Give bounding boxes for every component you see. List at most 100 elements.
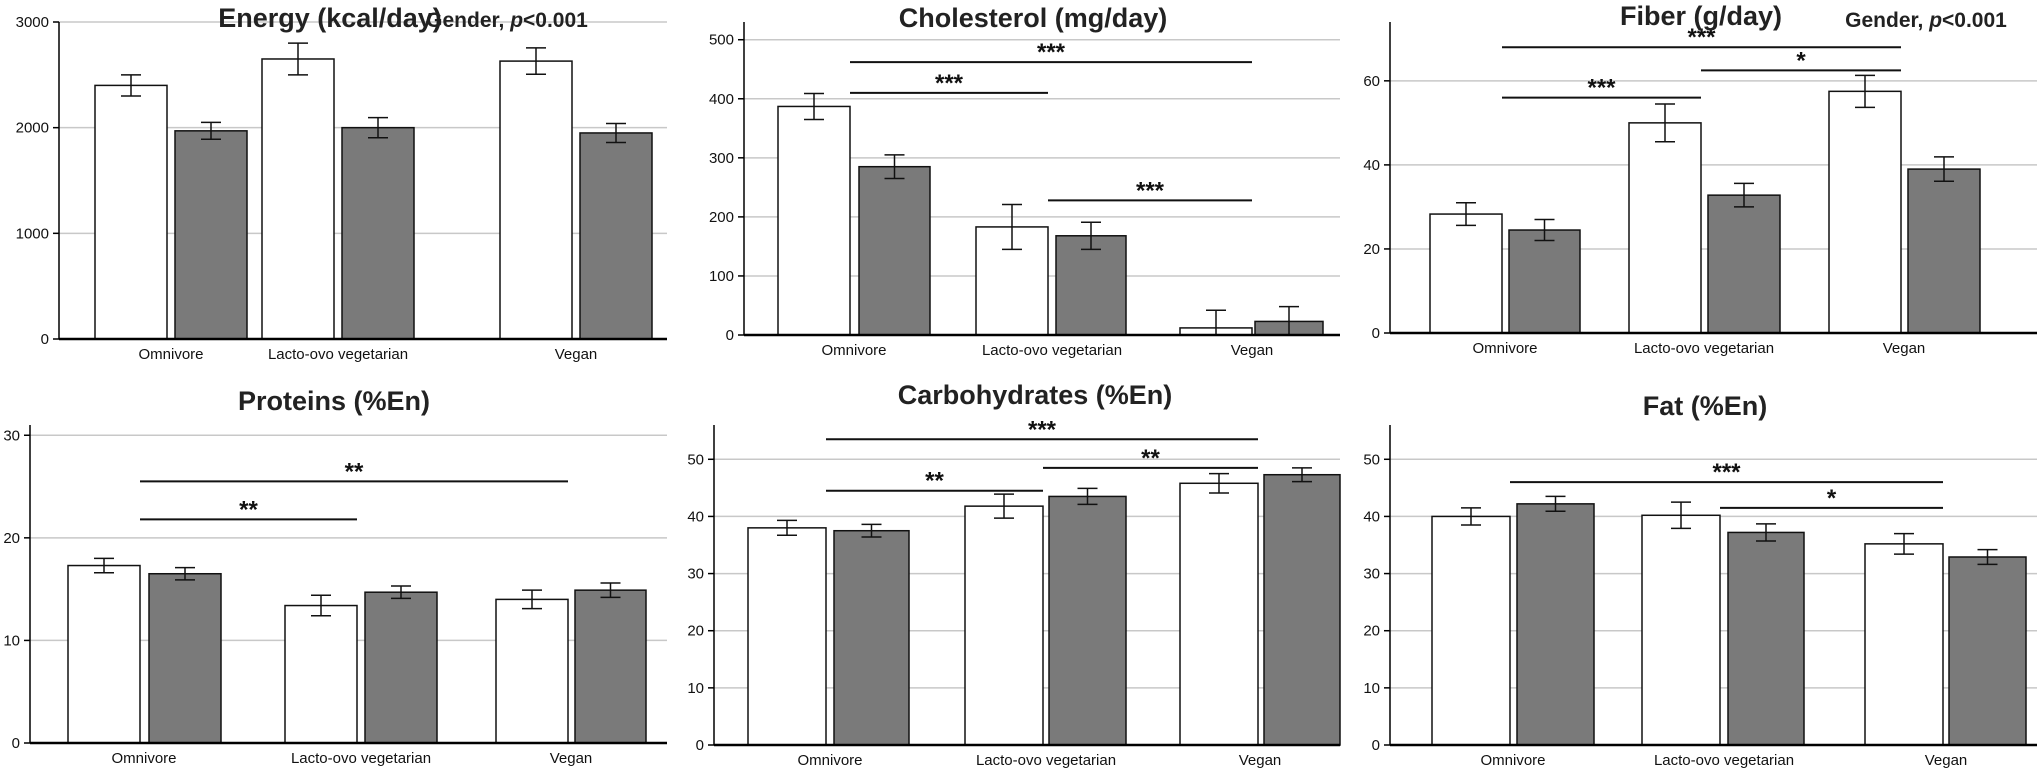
bar-white-1 bbox=[777, 105, 851, 336]
significance-label: *** bbox=[935, 70, 964, 97]
y-tick-label: 20 bbox=[687, 623, 704, 640]
chart-panel-5: 0 10 20 30 40 50 Omnivore Lacto-ovo vegetarian V… bbox=[687, 380, 1341, 769]
bar-gray-3 bbox=[1263, 473, 1341, 746]
significance-label: *** bbox=[1587, 75, 1616, 102]
category-label: Lacto-ovo vegetarian bbox=[291, 750, 431, 767]
chart-title: Proteins (%En) bbox=[238, 386, 430, 416]
category-label: Vegan bbox=[1231, 342, 1274, 359]
bar-white-1 bbox=[747, 527, 827, 746]
gender-note-value: <0.001 bbox=[1942, 9, 2007, 32]
y-tick-label: 30 bbox=[687, 566, 704, 583]
significance-label: ** bbox=[1141, 445, 1160, 472]
y-tick-label: 20 bbox=[1363, 623, 1380, 640]
bar-gray-3 bbox=[579, 132, 653, 340]
chart-panel-3: 0 20 40 60 Omnivore Lacto-ovo vegetarian Vegan… bbox=[1363, 1, 2037, 357]
y-tick-label: 3000 bbox=[16, 14, 49, 31]
bar-gray-2 bbox=[341, 126, 415, 340]
y-tick-label: 40 bbox=[687, 508, 704, 525]
significance-label: ** bbox=[345, 458, 364, 485]
y-tick-label: 0 bbox=[12, 735, 20, 752]
category-label: Lacto-ovo vegetarian bbox=[268, 346, 408, 363]
y-tick-label: 60 bbox=[1363, 73, 1380, 90]
bar-white-3 bbox=[495, 598, 569, 744]
bar-gray-2 bbox=[1048, 495, 1127, 746]
bar-gray-2 bbox=[364, 591, 438, 744]
bar-gray-3 bbox=[574, 589, 647, 744]
category-label: Omnivore bbox=[1472, 340, 1537, 357]
chart-panel-1: 0 1000 2000 3000 Omnivore Lacto-ovo vegetaria… bbox=[16, 3, 667, 363]
category-label: Vegan bbox=[1239, 752, 1282, 769]
bar-white-2 bbox=[1641, 514, 1721, 746]
y-tick-label: 0 bbox=[726, 327, 734, 344]
y-tick-label: 50 bbox=[687, 451, 704, 468]
bar-white-1 bbox=[1431, 515, 1511, 746]
gender-note-prefix: Gender, bbox=[426, 9, 510, 32]
bar-white-3 bbox=[1864, 543, 1944, 746]
bar-gray-1 bbox=[174, 130, 248, 340]
y-tick-label: 0 bbox=[1372, 325, 1380, 342]
y-tick-label: 200 bbox=[709, 209, 734, 226]
category-label: Vegan bbox=[1925, 752, 1968, 769]
chart-panel-2: 0 100 200 300 400 500 Omnivore Lacto-ovo vegeta… bbox=[709, 3, 1340, 359]
chart-panel-4: 0 10 20 30 Omnivore Lacto-ovo vegetarian Vegan… bbox=[3, 386, 667, 767]
y-tick-label: 30 bbox=[1363, 566, 1380, 583]
y-tick-label: 0 bbox=[696, 737, 704, 754]
category-label: Lacto-ovo vegetarian bbox=[982, 342, 1122, 359]
significance-label: * bbox=[1827, 485, 1837, 512]
gender-note-p: p bbox=[1928, 9, 1942, 32]
bar-gray-2 bbox=[1727, 531, 1805, 746]
y-tick-label: 30 bbox=[3, 427, 20, 444]
category-label: Lacto-ovo vegetarian bbox=[976, 752, 1116, 769]
significance-label: ** bbox=[239, 496, 258, 523]
gender-note-prefix: Gender, bbox=[1845, 9, 1929, 32]
bar-gray-1 bbox=[1516, 503, 1595, 746]
gender-note-p: p bbox=[509, 9, 523, 32]
y-tick-label: 20 bbox=[1363, 241, 1380, 258]
chart-title: Energy (kcal/day) bbox=[218, 3, 442, 33]
chart-title: Fiber (g/day) bbox=[1620, 1, 1782, 31]
category-label: Omnivore bbox=[1480, 752, 1545, 769]
bar-white-1 bbox=[67, 564, 141, 744]
chart-title: Carbohydrates (%En) bbox=[898, 380, 1173, 410]
y-tick-label: 40 bbox=[1363, 508, 1380, 525]
significance-label: * bbox=[1796, 47, 1806, 74]
bar-gray-3 bbox=[1907, 168, 1981, 334]
bar-white-2 bbox=[284, 604, 358, 744]
y-tick-label: 1000 bbox=[16, 225, 49, 242]
bar-gray-2 bbox=[1055, 235, 1127, 336]
significance-label: *** bbox=[1687, 24, 1716, 51]
category-label: Vegan bbox=[1883, 340, 1926, 357]
bar-white-1 bbox=[1429, 213, 1503, 334]
bar-gray-1 bbox=[1508, 229, 1581, 334]
significance-label: *** bbox=[1028, 416, 1057, 443]
bar-white-3 bbox=[1828, 90, 1902, 334]
category-label: Vegan bbox=[555, 346, 598, 363]
category-label: Omnivore bbox=[138, 346, 203, 363]
chart-title: Fat (%En) bbox=[1643, 391, 1768, 421]
y-tick-label: 300 bbox=[709, 150, 734, 167]
y-tick-label: 100 bbox=[709, 268, 734, 285]
significance-label: *** bbox=[1136, 177, 1165, 204]
bar-white-3 bbox=[499, 60, 573, 340]
category-label: Omnivore bbox=[111, 750, 176, 767]
y-tick-label: 2000 bbox=[16, 120, 49, 137]
y-tick-label: 40 bbox=[1363, 157, 1380, 174]
category-label: Lacto-ovo vegetarian bbox=[1634, 340, 1774, 357]
y-tick-label: 20 bbox=[3, 530, 20, 547]
bar-gray-1 bbox=[148, 572, 222, 744]
bar-white-3 bbox=[1179, 482, 1259, 746]
category-label: Omnivore bbox=[821, 342, 886, 359]
bar-gray-1 bbox=[833, 529, 910, 746]
bar-white-2 bbox=[964, 505, 1044, 746]
gender-note: Gender, p<0.001 bbox=[426, 9, 588, 32]
chart-panel-6: 0 10 20 30 40 50 Omnivore Lacto-ovo vegetarian V… bbox=[1363, 391, 2037, 769]
chart-title: Cholesterol (mg/day) bbox=[899, 3, 1168, 33]
y-tick-label: 50 bbox=[1363, 451, 1380, 468]
bar-white-2 bbox=[261, 58, 335, 340]
category-label: Vegan bbox=[550, 750, 593, 767]
bar-gray-1 bbox=[858, 165, 931, 336]
bar-white-2 bbox=[1628, 122, 1702, 334]
y-tick-label: 400 bbox=[709, 91, 734, 108]
y-tick-label: 10 bbox=[3, 632, 20, 649]
